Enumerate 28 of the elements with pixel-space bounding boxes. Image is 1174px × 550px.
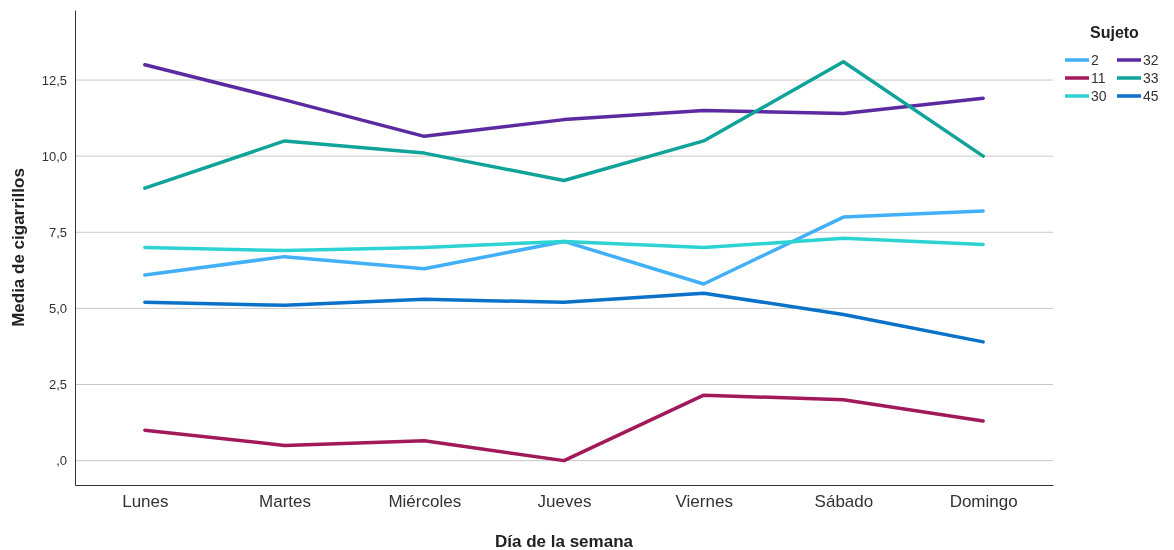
- legend-label: 33: [1143, 70, 1159, 86]
- x-tick-label: Domingo: [949, 492, 1018, 512]
- y-axis-title: Media de cigarrillos: [9, 168, 28, 327]
- legend-label: 32: [1143, 52, 1159, 68]
- x-tick-label: Jueves: [537, 492, 592, 512]
- y-tick-label: 7,5: [48, 224, 67, 240]
- y-tick-label: ,0: [56, 453, 67, 469]
- x-tick-label: Martes: [259, 492, 312, 512]
- y-tick-label: 2,5: [48, 377, 67, 393]
- x-tick-label: Sábado: [814, 492, 874, 512]
- x-tick-label: Miércoles: [388, 492, 462, 512]
- line-series: [143, 209, 985, 286]
- line-series: [143, 393, 985, 463]
- legend-label: 30: [1091, 88, 1107, 104]
- x-tick-label: Lunes: [122, 492, 169, 512]
- y-tick-label: 10,0: [41, 148, 67, 164]
- legend-label: 11: [1091, 70, 1106, 86]
- x-axis-title: Día de la semana: [495, 532, 634, 550]
- legend-label: 45: [1143, 88, 1159, 104]
- y-tick-label: 12,5: [41, 72, 67, 88]
- line-series: [143, 236, 985, 253]
- y-tick-label: 5,0: [48, 301, 67, 317]
- legend-title: Sujeto: [1090, 24, 1140, 41]
- x-tick-label: Viernes: [675, 492, 733, 512]
- legend-label: 2: [1091, 52, 1099, 68]
- line-series: [143, 63, 985, 139]
- line-series: [143, 60, 985, 190]
- line-series: [143, 291, 985, 344]
